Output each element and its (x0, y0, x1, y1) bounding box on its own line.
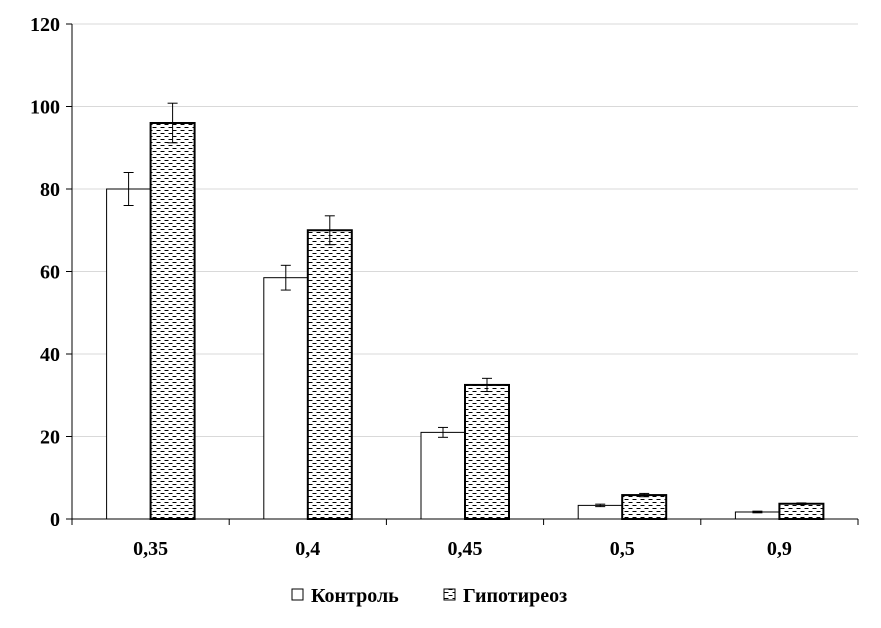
y-tick-label: 0 (50, 509, 60, 531)
bar-control (420, 431, 466, 520)
error-bar (752, 510, 763, 514)
tick-labels: 0 20 40 60 80 100 120 0,35 0,4 0,45 0,5 0,9 (30, 14, 792, 560)
error-bar (438, 426, 448, 438)
error-bar (324, 215, 335, 246)
error-bar (639, 492, 650, 498)
x-tick-label: 0,9 (767, 538, 792, 560)
bar-control (577, 504, 623, 520)
legend-swatch (291, 588, 304, 601)
y-tick-label: 40 (40, 344, 60, 366)
bar-hypothyroid (621, 494, 668, 521)
axes (66, 23, 859, 525)
error-bar (595, 503, 606, 508)
legend-item-control: Контроль (291, 585, 399, 607)
legend-item-hypothyroid: Гипотиреоз (443, 585, 567, 607)
error-bar (167, 102, 178, 144)
error-bar (280, 264, 291, 291)
legend-label: Контроль (311, 585, 399, 607)
y-tick-label: 100 (30, 97, 60, 119)
legend: Контроль Гипотиреоз (291, 585, 567, 607)
y-tick-label: 80 (40, 179, 60, 201)
legend-label: Гипотиреоз (463, 585, 567, 607)
bar-control (106, 188, 152, 520)
bar-hypothyroid (778, 502, 825, 520)
bar-control (263, 277, 309, 520)
error-bar (123, 172, 134, 206)
bars (106, 122, 825, 521)
x-tick-label: 0,5 (610, 538, 635, 560)
y-tick-label: 60 (40, 262, 60, 284)
legend-swatch (443, 588, 456, 601)
x-tick-label: 0,4 (295, 538, 320, 560)
error-bar (482, 377, 492, 393)
error-bars (123, 102, 807, 514)
y-tick-label: 20 (40, 427, 60, 449)
bar-hypothyroid (149, 122, 196, 520)
x-tick-label: 0,45 (448, 538, 483, 560)
error-bar (796, 502, 807, 506)
gridlines (72, 23, 858, 437)
bar-hypothyroid (464, 383, 510, 520)
x-tick-label: 0,35 (133, 538, 168, 560)
y-tick-label: 120 (30, 14, 60, 36)
bar-hypothyroid (306, 229, 353, 520)
